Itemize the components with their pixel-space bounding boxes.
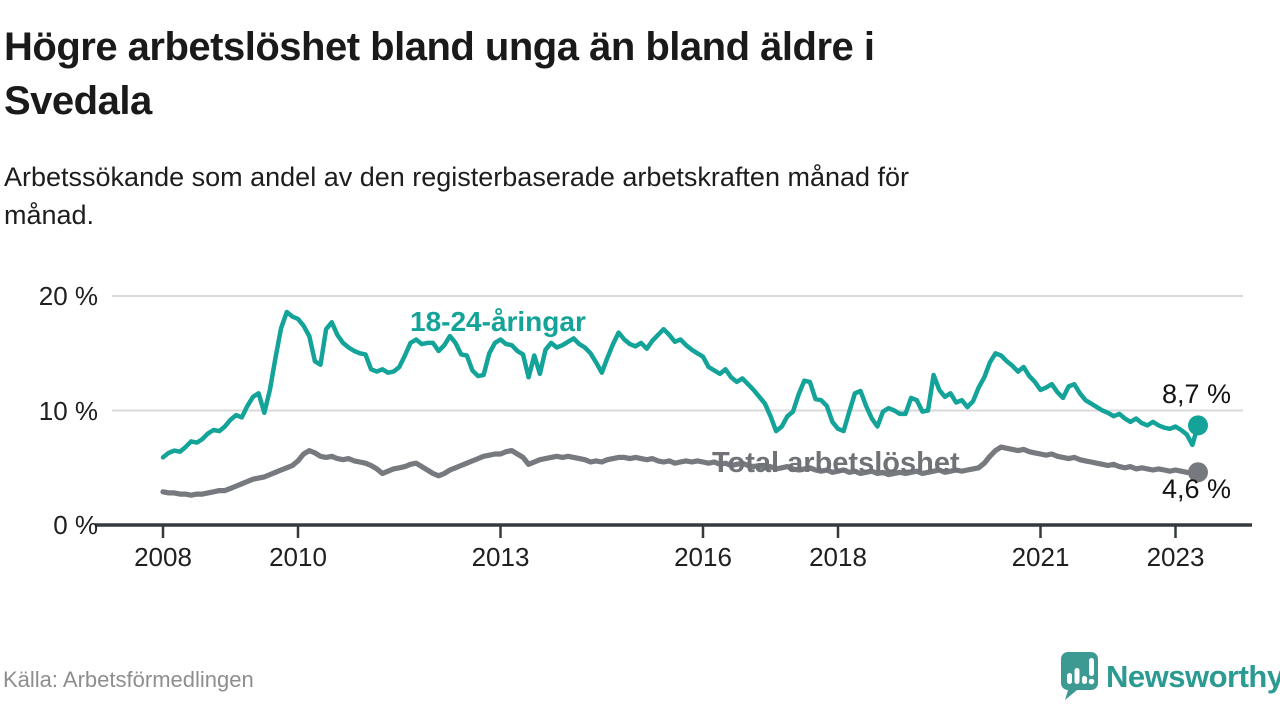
source-credit: Källa: Arbetsförmedlingen — [3, 667, 254, 692]
x-tick-label: 2021 — [1011, 542, 1070, 572]
page-title-line-2: Svedala — [4, 79, 152, 123]
end-dot-youth — [1188, 415, 1208, 436]
chart-subtitle: Arbetssökande som andel av den registerb… — [4, 158, 909, 234]
x-tick-label: 2008 — [134, 542, 192, 572]
newsworthy-brand-name: Newsworthy — [1106, 659, 1280, 694]
x-tick-label: 2018 — [809, 542, 867, 572]
line-youth — [160, 309, 1201, 460]
x-tick-label: 2013 — [471, 542, 530, 572]
newsworthy-logo-icon — [1061, 652, 1098, 700]
chart-subtitle-line-1: Arbetssökande som andel av den registerb… — [4, 162, 910, 192]
x-tick-label: 2010 — [269, 542, 327, 572]
y-tick-label: 20 % — [38, 281, 98, 311]
chart-subtitle-line-2: månad. — [4, 200, 95, 230]
line-total — [160, 444, 1201, 498]
series-label-youth: 18-24-åringar — [410, 306, 586, 337]
end-value-label-youth: 8,7 % — [1162, 379, 1232, 409]
page-title-line-1: Högre arbetslöshet bland unga än bland ä… — [4, 25, 875, 69]
y-tick-label: 0 % — [53, 510, 98, 540]
end-dot-total — [1188, 462, 1208, 483]
series-label-total: Total arbetslöshet — [712, 447, 960, 479]
y-tick-label: 10 % — [38, 395, 98, 426]
page-title: Högre arbetslöshet bland unga än bland ä… — [4, 20, 875, 128]
end-value-label-total: 4,6 % — [1162, 474, 1232, 504]
x-tick-label: 2016 — [674, 542, 732, 572]
x-tick-label: 2023 — [1146, 542, 1205, 572]
